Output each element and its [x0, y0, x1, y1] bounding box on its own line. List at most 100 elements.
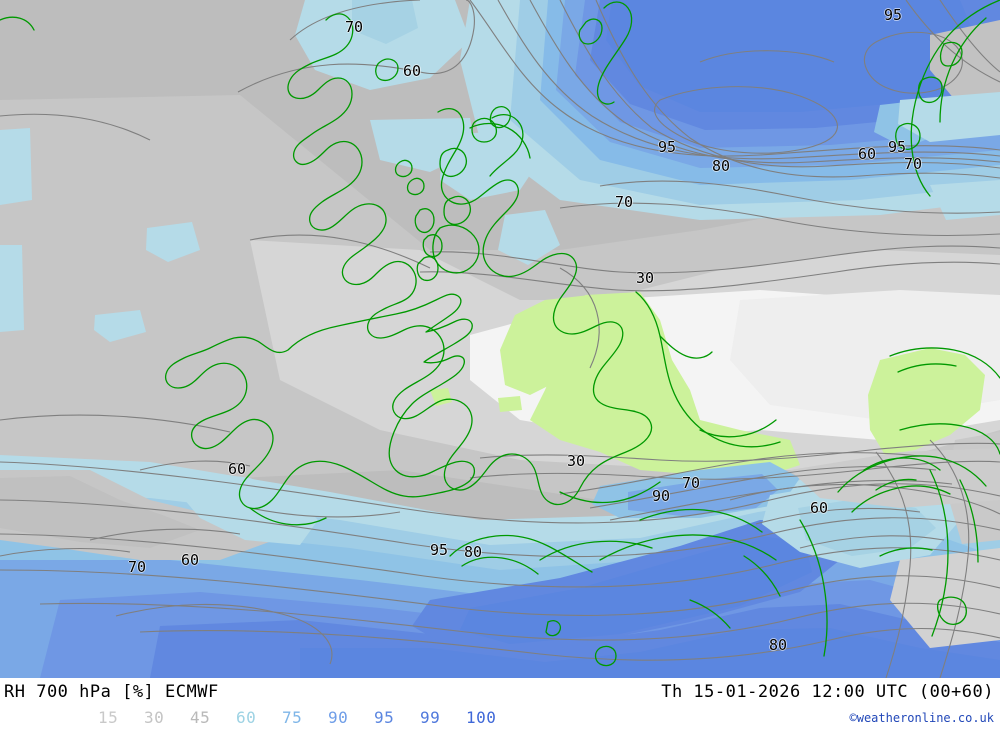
contour-mid-b: [0, 414, 231, 433]
coast-nl: [837, 455, 987, 493]
contour-70-tl: [289, 0, 421, 41]
contour-layer: [0, 0, 1000, 678]
band-green-dry-england: [530, 292, 800, 478]
weather-map-canvas[interactable]: 70 60 95 95 80 60 95 70 70 30 60 30 90 70 60 70 60 95 80 80: [0, 0, 1000, 678]
contour-n-2: [497, 0, 1000, 160]
band-blue-tl5: [0, 128, 32, 205]
coast-shetland: [596, 1, 633, 105]
contour-s-3: [0, 533, 1000, 588]
coast-ireland: [164, 293, 476, 510]
scale-step-60[interactable]: 60: [236, 708, 257, 727]
contour-n-3: [529, 0, 1000, 164]
contour-land-a: [559, 267, 600, 369]
coast-river-2: [689, 599, 731, 629]
contour-label-30: 30: [636, 269, 655, 287]
contour-s-6: [139, 627, 1000, 661]
contour-label-60: 60: [403, 62, 422, 80]
contour-lr-1: [929, 439, 970, 678]
rh-fill-layer: [0, 0, 1000, 678]
scale-step-99[interactable]: 99: [420, 708, 441, 727]
contour-label-80: 80: [769, 636, 788, 654]
band-blue-e1: [898, 92, 1000, 142]
band-blue-sea-n3: [498, 210, 560, 265]
coast-river-1: [743, 555, 781, 597]
band-green-dry-nl: [868, 348, 985, 455]
contour-nsea-b: [559, 202, 1000, 237]
valid-time: Th 15-01-2026 12:00 UTC (00+60): [661, 682, 994, 702]
contour-nsea-a: [599, 180, 1000, 214]
contour-30-s2: [469, 460, 1000, 480]
contour-bl-70: [0, 547, 131, 557]
coast-brittany-2: [461, 556, 539, 575]
contour-s-5: [39, 602, 1000, 641]
coast-hebrides-4: [422, 234, 443, 258]
band-blue-e2: [930, 180, 1000, 220]
band-blue-north-7: [606, 0, 985, 112]
contour-misc-ire: [115, 603, 333, 665]
contour-label-60: 60: [858, 145, 877, 163]
contour-30-n2: [419, 261, 1000, 292]
coast-jutland: [929, 469, 949, 637]
contour-ch-90: [589, 466, 937, 509]
scale-step-95[interactable]: 95: [374, 708, 395, 727]
contour-nl-60: [729, 483, 1000, 515]
color-scale[interactable]: 15 30 45 60 75 90 95 99 100: [98, 708, 512, 727]
contour-label-95: 95: [888, 138, 907, 156]
contour-n-inner2: [863, 31, 963, 94]
band-green-tiny1: [430, 388, 452, 406]
coast-frisian-2: [897, 363, 957, 373]
coast-norway-3: [939, 41, 963, 67]
contour-tl-misc: [0, 113, 151, 141]
coast-island-s2: [545, 620, 562, 637]
contour-s-4: [0, 569, 1000, 616]
contour-n-inner3: [699, 50, 835, 63]
coast-orkney-1: [471, 117, 498, 143]
coast-thames: [699, 419, 777, 438]
map-footer: RH 700 hPa [%] ECMWF Th 15-01-2026 12:00…: [0, 678, 1000, 733]
coast-faroe: [375, 58, 399, 82]
coast-britain-east: [635, 291, 781, 448]
coast-islands-dk: [936, 596, 967, 625]
contour-tr-2: [905, 0, 1000, 83]
band-blue-tl4: [94, 310, 146, 342]
band-blue-tl2: [352, 0, 418, 44]
coast-nl-inland2: [875, 478, 917, 491]
contour-label-70: 70: [615, 193, 634, 211]
coast-hebrides-3: [414, 208, 435, 234]
scale-step-15[interactable]: 15: [98, 708, 119, 727]
coast-wash: [659, 335, 713, 359]
copyright-label: ©weatheronline.co.uk: [849, 711, 995, 725]
contour-label-70: 70: [345, 18, 364, 36]
coast-norway-2: [939, 17, 987, 123]
coast-france-n: [639, 508, 763, 533]
coast-islands-small2: [394, 159, 413, 178]
contour-label-60: 60: [181, 551, 200, 569]
band-green-dry-england2: [500, 295, 590, 395]
contour-label-95: 95: [430, 541, 449, 559]
contour-label-95: 95: [884, 6, 903, 24]
contour-tr-1: [939, 0, 1000, 73]
scale-step-45[interactable]: 45: [190, 708, 211, 727]
band-blue-tl3: [146, 222, 200, 262]
contour-n-80: [595, 0, 1000, 179]
contour-s-1: [0, 461, 1000, 524]
contour-nl-b: [755, 507, 921, 525]
coast-cornwall: [559, 481, 661, 504]
band-green-tiny2: [498, 396, 522, 412]
contour-nl-c: [799, 535, 945, 549]
coast-norway-4: [917, 76, 943, 104]
scale-step-100[interactable]: 100: [466, 708, 497, 727]
contour-label-80: 80: [464, 543, 483, 561]
scale-step-30[interactable]: 30: [144, 708, 165, 727]
contour-label-70: 70: [904, 155, 923, 173]
scale-step-75[interactable]: 75: [282, 708, 303, 727]
coast-rhine: [799, 519, 828, 657]
coast-normandy: [539, 540, 653, 561]
scale-step-90[interactable]: 90: [328, 708, 349, 727]
coast-nl-2: [851, 485, 951, 513]
contour-bl-60: [89, 528, 241, 541]
band-blue-s-7: [300, 628, 1000, 678]
coast-germany-n: [899, 423, 1000, 455]
contour-label-90: 90: [652, 487, 671, 505]
coast-island-s1: [594, 645, 617, 667]
